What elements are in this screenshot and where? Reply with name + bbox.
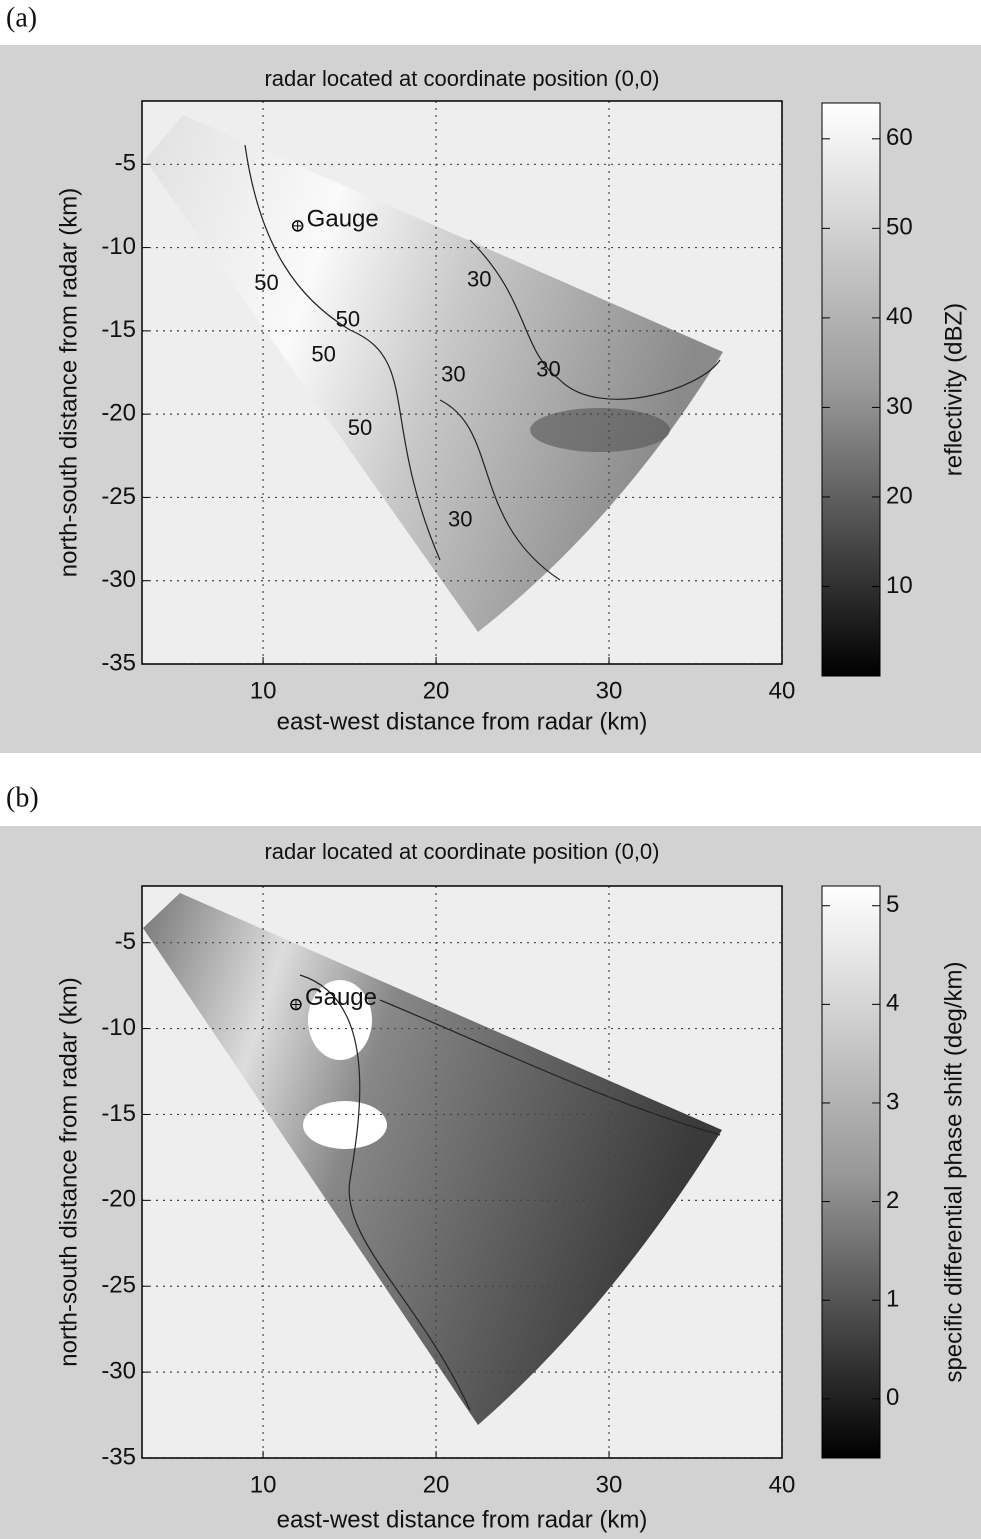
- colorbar-tick-label: 30: [886, 393, 913, 420]
- y-tick-label: -25: [101, 483, 136, 510]
- colorbar-tick-label: 4: [886, 990, 899, 1017]
- y-tick-label: -30: [101, 566, 136, 593]
- gauge-marker: [291, 220, 304, 232]
- radar-field: [143, 893, 722, 1425]
- x-tick-label: 10: [250, 677, 277, 704]
- annotation: Gauge: [305, 984, 377, 1011]
- colorbar-tick-label: 10: [886, 572, 913, 599]
- colorbar-tick-label: 20: [886, 482, 913, 509]
- contour-label: 50: [348, 415, 372, 440]
- radar-field: [530, 408, 670, 452]
- colorbar-tick-label: 40: [886, 303, 913, 330]
- y-axis-label: north-south distance from radar (km): [55, 977, 82, 1366]
- gauge-marker-cross: [291, 1000, 300, 1009]
- y-tick-label: -10: [101, 233, 136, 260]
- contour-label: 50: [311, 342, 335, 367]
- y-tick-label: -30: [101, 1357, 136, 1384]
- colorbar-tick-label: 1: [886, 1286, 899, 1313]
- y-tick-label: -20: [101, 1186, 136, 1213]
- colorbar-tick-label: 3: [886, 1088, 899, 1115]
- x-tick-label: 40: [769, 1471, 796, 1498]
- colorbar-tick-label: 0: [886, 1384, 899, 1411]
- y-tick-label: -25: [101, 1272, 136, 1299]
- gauge-marker-cross: [293, 221, 302, 230]
- contour-label: 30: [448, 507, 472, 532]
- contour-label: 30: [441, 362, 465, 387]
- y-tick-label: -15: [101, 1100, 136, 1127]
- axes-frame: [141, 100, 783, 665]
- x-axis-label: east-west distance from radar (km): [277, 708, 648, 735]
- y-axis-label: north-south distance from radar (km): [55, 188, 82, 577]
- chart-title: radar located at coordinate position (0,…: [264, 66, 659, 91]
- x-tick-label: 20: [423, 1471, 450, 1498]
- y-tick-label: -5: [115, 150, 136, 177]
- colorbar-tick-label: 60: [886, 124, 913, 151]
- x-tick-label: 20: [423, 677, 450, 704]
- annotation: Gauge: [307, 205, 379, 232]
- contour-line: [299, 974, 721, 1411]
- y-tick-label: -10: [101, 1014, 136, 1041]
- colorbar: [821, 102, 881, 677]
- x-tick-label: 30: [596, 1471, 623, 1498]
- colorbar-label: specific differential phase shift (deg/k…: [940, 961, 967, 1382]
- colorbar-tick-label: 50: [886, 214, 913, 241]
- x-tick-label: 40: [769, 677, 796, 704]
- axes-frame: [141, 885, 783, 1459]
- radar-field: [145, 115, 723, 632]
- contour-label: 30: [467, 267, 491, 292]
- colorbar-tick-label: 5: [886, 891, 899, 918]
- y-tick-label: -5: [115, 928, 136, 955]
- panel-label: (b): [6, 782, 39, 813]
- colorbar-tick-label: 2: [886, 1187, 899, 1214]
- colorbar: [821, 885, 881, 1459]
- radar-field: [308, 980, 372, 1060]
- y-tick-label: -35: [101, 1443, 136, 1470]
- y-tick-label: -35: [101, 649, 136, 676]
- x-tick-label: 10: [250, 1471, 277, 1498]
- contour-label: 50: [336, 307, 360, 332]
- y-tick-label: -15: [101, 316, 136, 343]
- x-axis-label: east-west distance from radar (km): [277, 1506, 648, 1533]
- contour-label: 50: [254, 270, 278, 295]
- panel-label: (a): [6, 2, 37, 33]
- x-tick-label: 30: [596, 677, 623, 704]
- contour-label: 30: [536, 357, 560, 382]
- y-tick-label: -20: [101, 399, 136, 426]
- gauge-marker: [290, 998, 302, 1011]
- colorbar-label: reflectivity (dBZ): [940, 303, 967, 476]
- radar-field: [303, 1101, 387, 1149]
- chart-title: radar located at coordinate position (0,…: [264, 839, 659, 864]
